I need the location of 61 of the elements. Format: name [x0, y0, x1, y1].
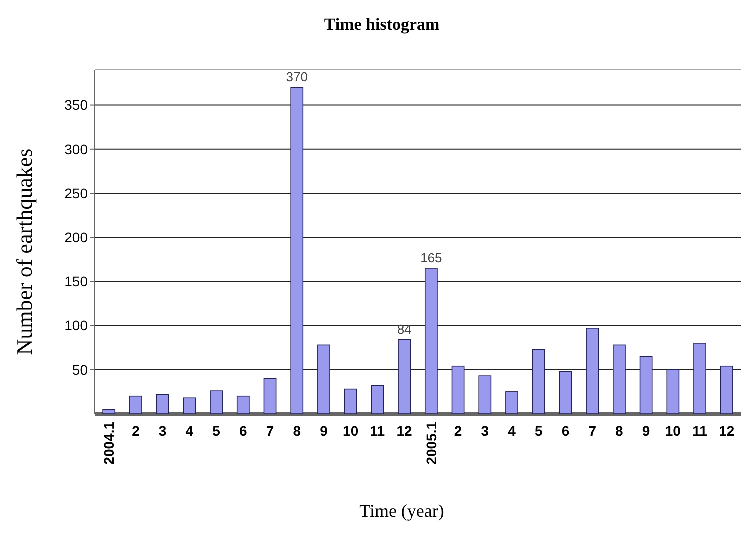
x-tick-label: 3 [158, 423, 167, 439]
x-tick-label: 7 [266, 423, 274, 439]
bar [290, 87, 304, 414]
y-tick-label: 250 [64, 185, 88, 202]
bar [532, 349, 546, 414]
x-tick-label: 4 [508, 423, 516, 439]
x-tick-label: 8 [293, 423, 302, 439]
bar [452, 366, 465, 414]
x-tick-label: 2005.1 [423, 422, 440, 465]
x-tick-label: 2 [454, 423, 462, 439]
data-label: 165 [420, 250, 442, 266]
bar [318, 344, 330, 414]
x-tick-label: 10 [665, 423, 682, 439]
bar [344, 388, 358, 414]
bar [102, 409, 116, 414]
y-axis-title: Number of earthquakes [12, 148, 37, 356]
bar [559, 371, 572, 414]
y-tick-label: 200 [64, 229, 88, 246]
x-tick-label: 5 [534, 423, 543, 439]
x-tick-label: 11 [370, 423, 386, 439]
chart-title: Time histogram [324, 15, 440, 34]
x-tick-label: 7 [588, 423, 597, 439]
y-tick-label: 100 [64, 318, 88, 334]
bar [210, 390, 223, 414]
x-tick-label: 6 [240, 423, 248, 439]
x-tick-label: 2004.1 [101, 422, 118, 465]
bar [694, 343, 706, 414]
x-tick-label: 5 [212, 423, 221, 439]
y-tick-label: 50 [72, 362, 88, 378]
data-label: 370 [286, 70, 308, 85]
x-tick-label: 6 [562, 423, 570, 439]
bar [506, 392, 518, 414]
bar [183, 398, 196, 414]
x-axis-title: Time (year) [360, 501, 444, 521]
x-tick-label: 10 [343, 423, 359, 439]
x-tick-label: 12 [396, 423, 413, 439]
x-tick-label: 9 [642, 423, 650, 439]
data-label: 84 [397, 322, 412, 337]
bar [156, 394, 170, 414]
bar [130, 396, 142, 414]
y-tick-label: 300 [64, 141, 88, 158]
bar [640, 356, 653, 414]
bar [586, 328, 600, 414]
x-tick-label: 12 [719, 423, 735, 439]
y-tick-label: 150 [64, 274, 88, 290]
bar [236, 396, 250, 414]
bar [478, 376, 492, 414]
x-tick-label: 11 [692, 423, 708, 439]
bar [666, 369, 680, 414]
bar [398, 340, 412, 414]
x-tick-label: 8 [616, 423, 624, 439]
x-tick-label: 4 [186, 423, 194, 439]
bar [371, 385, 384, 414]
bar [424, 268, 438, 414]
y-tick-label: 350 [64, 97, 88, 114]
x-tick-label: 9 [320, 423, 328, 439]
bar [264, 378, 277, 414]
x-tick-label: 3 [481, 423, 490, 439]
bar [613, 344, 626, 414]
bar [720, 366, 734, 414]
x-tick-label: 2 [132, 423, 140, 439]
